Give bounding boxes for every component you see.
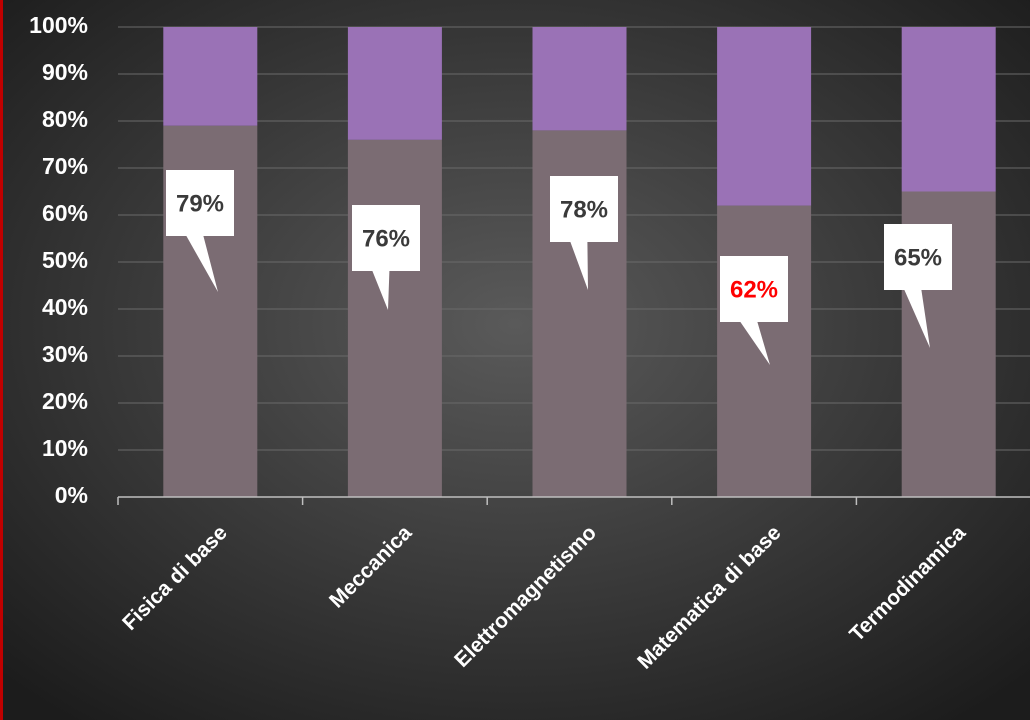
data-label: 79% — [176, 190, 224, 217]
callout — [884, 224, 952, 348]
y-tick-label: 70% — [42, 153, 88, 179]
callout — [550, 176, 618, 290]
bar-segment — [347, 27, 442, 140]
y-tick-label: 10% — [42, 435, 88, 461]
callout — [720, 256, 788, 365]
data-label: 78% — [560, 196, 608, 223]
callout — [166, 170, 234, 292]
y-tick-label: 100% — [29, 12, 88, 38]
y-tick-label: 20% — [42, 388, 88, 414]
data-label: 62% — [730, 276, 778, 303]
y-tick-label: 80% — [42, 106, 88, 132]
data-label: 76% — [362, 225, 410, 252]
bar-segment — [163, 27, 258, 126]
y-tick-label: 0% — [55, 482, 88, 508]
bar-segment — [717, 27, 812, 206]
y-tick-label: 90% — [42, 59, 88, 85]
y-tick-label: 30% — [42, 341, 88, 367]
edge-accent — [0, 0, 3, 720]
y-tick-label: 60% — [42, 200, 88, 226]
bar-segment — [532, 27, 627, 131]
bar-segment — [347, 139, 442, 498]
callout — [352, 205, 420, 310]
y-tick-label: 40% — [42, 294, 88, 320]
y-tick-label: 50% — [42, 247, 88, 273]
data-label: 65% — [894, 244, 942, 271]
bar-segment — [901, 27, 996, 192]
